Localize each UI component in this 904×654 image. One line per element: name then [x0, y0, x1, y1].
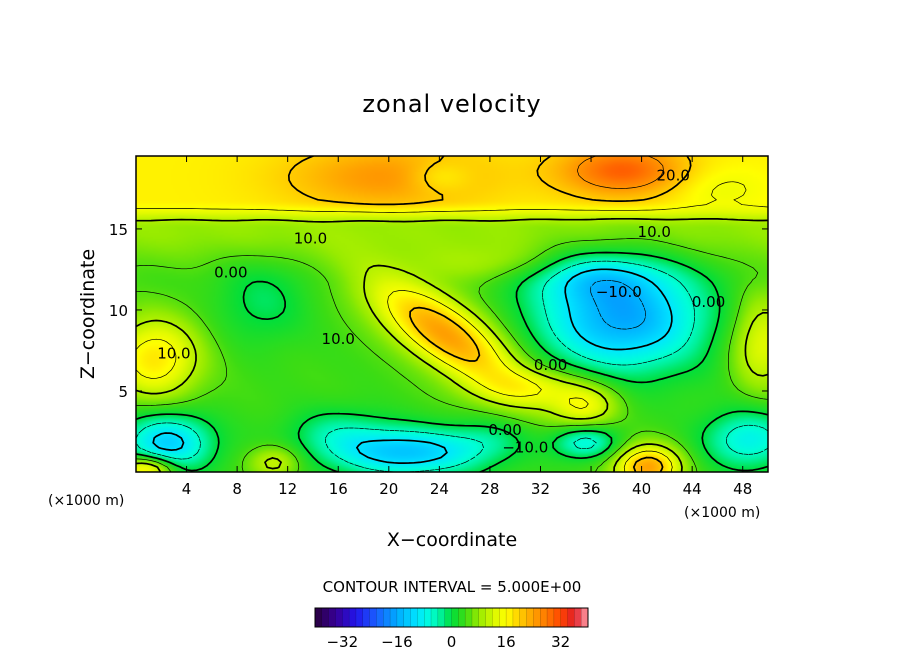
colorbar-swatch: [410, 607, 418, 628]
colorbar-swatch: [417, 607, 425, 628]
x-tick-label: 16: [329, 480, 348, 498]
colorbar-swatch: [342, 607, 350, 628]
contour-interval-text: CONTOUR INTERVAL = 5.000E+00: [323, 578, 582, 596]
x-tick-label: 36: [581, 480, 600, 498]
colorbar-swatch: [533, 607, 541, 628]
colorbar-tick-label: −16: [381, 633, 413, 651]
contour-label: 10.0: [157, 345, 190, 363]
x-tick-label: 44: [683, 480, 702, 498]
x-unit-label-left: (×1000 m): [48, 493, 124, 509]
contour-label: 10.0: [638, 223, 671, 241]
contour-label: −10.0: [502, 439, 548, 457]
colorbar-tick-label: 16: [497, 633, 516, 651]
contour-labels: 20.010.0 10.00.00−10.00.0010.010.00.000.0…: [157, 166, 725, 456]
colorbar-tick-label: 32: [551, 633, 570, 651]
x-axis-ticks: 4 8 12 16 20 24 28 32 36 40 44 48: [182, 156, 752, 498]
z-axis-label: Z−coordinate: [77, 249, 99, 379]
contour-label: 20.0: [656, 166, 689, 184]
velocity-heatmap: [136, 156, 768, 472]
x-tick-label: 20: [379, 480, 398, 498]
colorbar-swatch: [567, 607, 575, 628]
colorbar-swatch: [437, 607, 446, 628]
contour-label: 0.00: [534, 356, 567, 374]
colorbar-ticks: −32 −16 0 16 32: [326, 633, 570, 651]
colorbar-swatch: [478, 607, 487, 628]
colorbar-swatch: [458, 607, 466, 628]
chart-title: zonal velocity: [362, 90, 541, 118]
contour-level-neg10: [152, 268, 673, 464]
colorbar-swatch: [574, 607, 582, 628]
contour-level-15: [136, 181, 768, 472]
contour-level-neg5: [136, 260, 768, 472]
contour-label: −10.0: [596, 283, 642, 301]
x-tick-label: 48: [733, 480, 752, 498]
x-tick-label: 32: [531, 480, 550, 498]
x-tick-label: 28: [480, 480, 499, 498]
x-tick-label: 8: [232, 480, 242, 498]
plot-frame: [135, 155, 769, 473]
colorbar-swatch: [389, 607, 398, 628]
contour-lines: [136, 156, 768, 472]
contour-label: 10.0: [322, 330, 355, 348]
contour-label: 10.0: [294, 230, 327, 248]
colorbar-swatch: [499, 607, 507, 628]
colorbar-swatch: [362, 607, 371, 628]
colorbar-swatch: [485, 607, 493, 628]
colorbar-swatch: [512, 607, 521, 628]
colorbar-swatch: [464, 607, 473, 628]
colorbar-tick-label: 0: [447, 633, 457, 651]
colorbar-swatch: [348, 607, 357, 628]
z-tick-label: 10: [109, 302, 128, 320]
contour-level-10: [136, 217, 768, 472]
colorbar-frame: [314, 607, 589, 628]
contour-level-neg15: [590, 280, 647, 330]
colorbar-swatch: [553, 607, 562, 628]
colorbar-swatch: [376, 607, 384, 628]
colorbar-swatch: [424, 607, 432, 628]
z-axis-ticks: 5 10 15: [109, 221, 768, 401]
contour-level-5: [136, 238, 768, 472]
colorbar-swatch: [540, 607, 548, 628]
colorbar-swatches: [314, 607, 589, 628]
colorbar-swatch: [328, 607, 336, 628]
colorbar-swatch: [403, 607, 412, 628]
colorbar-swatch: [471, 607, 480, 628]
x-unit-label-right: (×1000 m): [684, 505, 760, 521]
colorbar-swatch: [383, 607, 391, 628]
z-tick-label: 5: [118, 383, 128, 401]
colorbar-swatch: [321, 607, 330, 628]
contour-label: 0.00: [692, 293, 725, 311]
colorbar-swatch: [519, 607, 528, 628]
contour-label: 0.00: [214, 264, 247, 282]
plot-area: 20.010.0 10.00.00−10.00.0010.010.00.000.0…: [109, 155, 769, 498]
colorbar-swatch: [451, 607, 459, 628]
colorbar-swatch: [314, 607, 323, 628]
x-axis-label: X−coordinate: [387, 529, 517, 551]
colorbar-swatch: [580, 607, 589, 628]
contour-level-25: [576, 156, 664, 189]
colorbar-swatch: [526, 607, 534, 628]
x-tick-label: 40: [632, 480, 651, 498]
colorbar-swatch: [396, 607, 405, 628]
colorbar-swatch: [444, 607, 452, 628]
x-tick-label: 24: [430, 480, 449, 498]
contour-level-20: [287, 156, 692, 472]
colorbar-tick-label: −32: [326, 633, 358, 651]
colorbar-swatch: [430, 607, 439, 628]
colorbar-swatch: [492, 607, 500, 628]
colorbar-swatch: [560, 607, 569, 628]
colorbar-swatch: [505, 607, 514, 628]
x-tick-label: 12: [278, 480, 297, 498]
colorbar-swatch: [546, 607, 555, 628]
colorbar-swatch: [335, 607, 343, 628]
x-tick-label: 4: [182, 480, 192, 498]
colorbar-swatch: [369, 607, 377, 628]
colorbar: −32 −16 0 16 32: [314, 607, 589, 651]
contour-level-0: [136, 251, 768, 472]
z-tick-label: 15: [109, 221, 128, 239]
colorbar-swatch: [355, 607, 364, 628]
contour-label: 0.00: [488, 421, 521, 439]
